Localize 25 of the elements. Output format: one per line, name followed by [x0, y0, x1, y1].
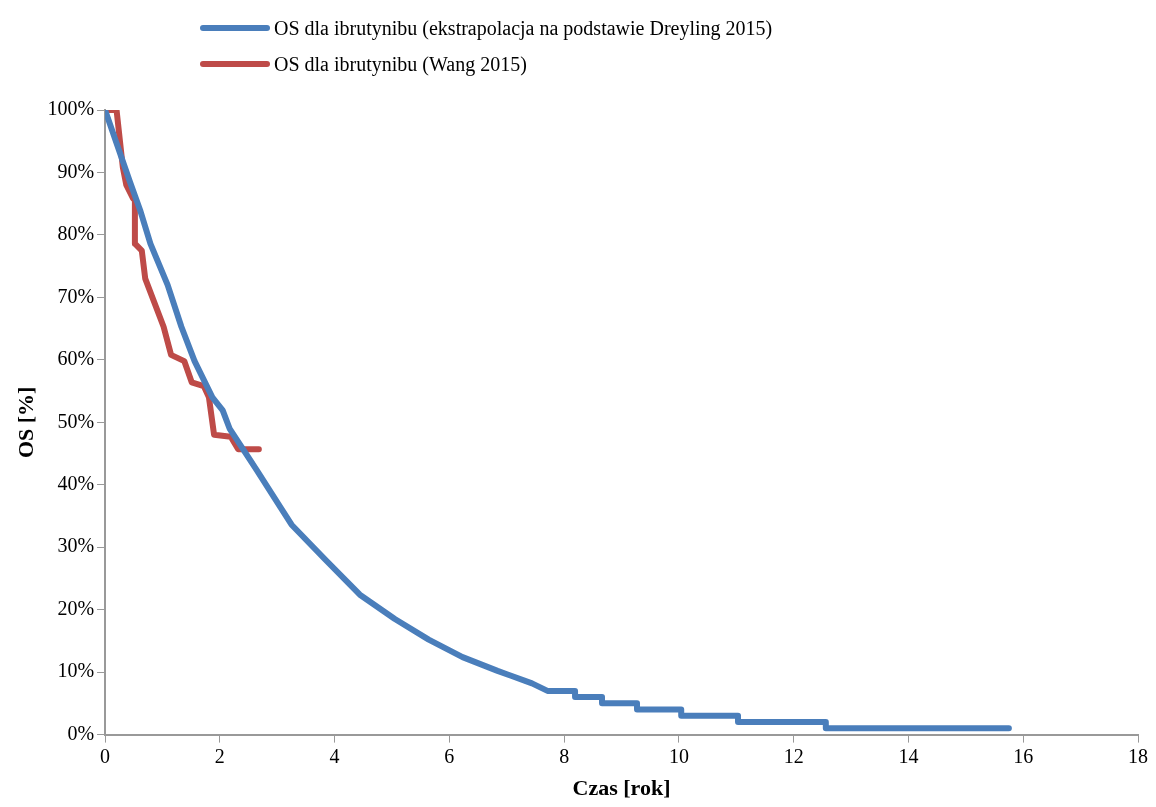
- x-tick-label: 12: [783, 744, 804, 767]
- x-tick-label: 18: [1128, 744, 1148, 767]
- y-tick-label: 60%: [57, 347, 95, 370]
- y-tick-label: 80%: [57, 222, 95, 245]
- x-tick-label: 2: [214, 744, 225, 767]
- y-tick-label: 90%: [57, 159, 95, 182]
- x-tick-label: 6: [444, 744, 455, 767]
- y-tick-label: 100%: [47, 97, 95, 120]
- x-tick-label: 0: [100, 744, 111, 767]
- legend-label: OS dla ibrutynibu (ekstrapolacja na podstawie Dreyling 2015): [274, 16, 773, 40]
- x-tick-label: 10: [668, 744, 689, 767]
- y-tick-label: 10%: [57, 659, 95, 682]
- y-axis-title: OS [%]: [12, 386, 38, 459]
- y-tick-label: 70%: [57, 284, 95, 307]
- x-tick-label: 4: [329, 744, 340, 767]
- y-tick-label: 40%: [57, 472, 95, 495]
- x-tick-label: 16: [1013, 744, 1034, 767]
- y-tick-label: 50%: [57, 409, 95, 432]
- y-tick-label: 20%: [57, 596, 95, 619]
- x-tick-label: 14: [898, 744, 919, 767]
- legend-label: OS dla ibrutynibu (Wang 2015): [274, 52, 527, 76]
- y-tick-label: 0%: [67, 721, 95, 744]
- x-axis-title: Czas [rok]: [572, 775, 671, 801]
- y-tick-label: 30%: [57, 534, 95, 557]
- x-tick-label: 8: [559, 744, 570, 767]
